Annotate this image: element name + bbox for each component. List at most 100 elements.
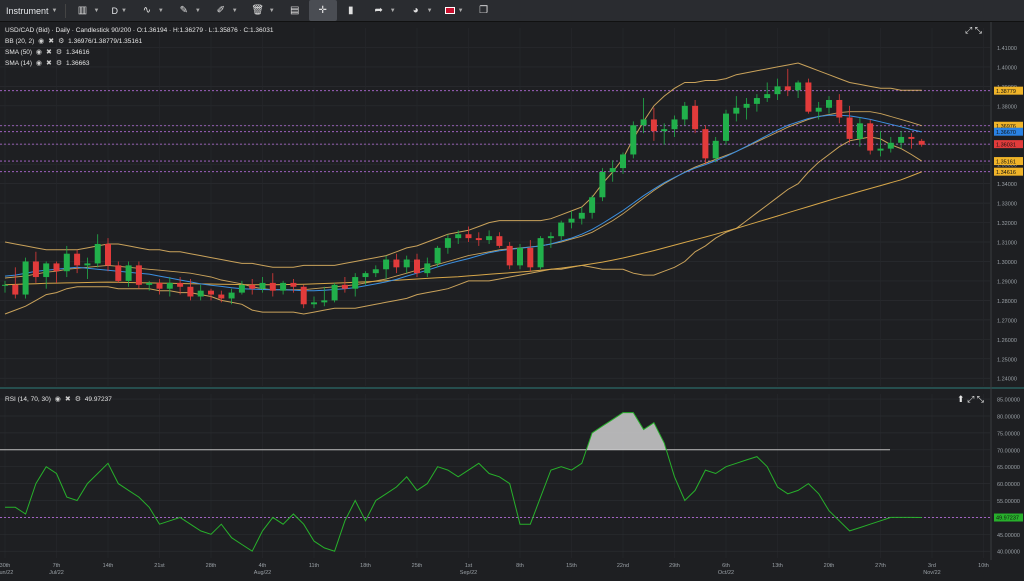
price-tick-label: 1.25000 — [997, 357, 1017, 363]
rsi-line — [5, 412, 922, 552]
chevron-down-icon: ▼ — [157, 7, 164, 14]
axis-layer: 1.410001.400001.390001.380001.370001.360… — [0, 46, 1023, 576]
candle-body — [63, 253, 70, 272]
x-tick-label: 20th — [824, 563, 835, 569]
candle-body — [506, 245, 513, 266]
candle-body — [393, 259, 400, 268]
candle-body — [681, 105, 688, 120]
candle-body — [208, 290, 214, 295]
expand-icon[interactable]: ⤢ — [967, 394, 975, 404]
candle-body — [403, 259, 410, 268]
candle-body — [671, 119, 678, 130]
x-month-label: Sep/22 — [460, 570, 477, 576]
candle-body — [784, 86, 791, 91]
candle-body — [867, 123, 874, 151]
price-tick-label: 1.31000 — [997, 241, 1017, 247]
x-tick-label: 1st — [465, 563, 473, 569]
chevron-down-icon: ▼ — [457, 7, 464, 14]
candle-body — [826, 99, 832, 108]
price-panel — [0, 62, 990, 315]
collapse-icon[interactable]: ⤡ — [976, 394, 984, 404]
crosshair-button[interactable]: ✛ — [308, 0, 337, 21]
volume-button[interactable]: ▮ — [337, 0, 365, 21]
rsi-tick-label: 55.00000 — [997, 499, 1020, 505]
candle-body — [805, 82, 812, 112]
theme-menu[interactable]: ◕ ▼ — [402, 0, 439, 21]
candle-body — [537, 238, 544, 268]
instrument-menu[interactable]: Instrument ▼ — [0, 0, 63, 21]
candle-body — [187, 286, 194, 297]
price-tag-label: 1.36976 — [996, 124, 1016, 130]
x-tick-label: 4th — [259, 563, 267, 569]
x-tick-label: 10th — [978, 563, 989, 569]
chart-svg[interactable]: 1.410001.400001.390001.380001.370001.360… — [0, 22, 1024, 576]
eye-icon[interactable]: ◉ — [35, 49, 43, 56]
close-icon[interactable]: ✖ — [46, 49, 52, 56]
candle-body — [856, 123, 863, 139]
gear-icon[interactable]: ⚙ — [74, 396, 81, 403]
layout-button[interactable]: ▤ — [281, 0, 309, 21]
candle-body — [898, 136, 905, 143]
close-icon[interactable]: ✖ — [46, 60, 52, 67]
candle-body — [300, 286, 307, 305]
close-icon[interactable]: ✖ — [48, 38, 55, 45]
candle-body — [290, 282, 297, 287]
drawing-tools-menu[interactable]: ✎ ▼ — [170, 0, 207, 21]
candle-body — [558, 222, 565, 237]
expand-icon[interactable]: ⤢ — [965, 25, 973, 35]
candle-body — [22, 261, 29, 295]
timeframe-menu[interactable]: D ▼ — [105, 0, 132, 21]
candle-body — [259, 282, 266, 289]
price-legend: USD/CAD (Bid) · Daily · Candlestick 90/2… — [5, 25, 273, 69]
candle-body — [362, 273, 369, 278]
collapse-icon[interactable]: ⤡ — [974, 25, 982, 35]
sma14-line — [4, 114, 922, 292]
shapes-menu[interactable]: ✐ ▼ — [207, 0, 244, 21]
x-tick-label: 29th — [669, 563, 680, 569]
uk-flag-icon — [444, 7, 455, 14]
rsi-title: RSI (14, 70, 30) — [5, 396, 51, 403]
candle-body — [372, 269, 379, 274]
candle-body — [352, 277, 359, 289]
arrow-up-icon[interactable]: ⬆ — [957, 394, 965, 404]
eye-icon[interactable]: ◉ — [38, 38, 45, 45]
price-tag-label: 1.35161 — [996, 159, 1016, 165]
candle-body — [228, 292, 235, 299]
candle-body — [32, 261, 39, 278]
eye-icon[interactable]: ◉ — [54, 396, 61, 403]
price-tag — [994, 127, 1023, 136]
candle-body — [94, 243, 101, 264]
chart-area[interactable]: 1.410001.400001.390001.380001.370001.360… — [0, 22, 1024, 576]
brush-icon: ✐ — [216, 5, 225, 16]
share-menu[interactable]: ➦ ▼ — [365, 0, 402, 21]
gear-icon[interactable]: ⚙ — [55, 60, 63, 67]
x-tick-label: 28th — [206, 563, 217, 569]
rsi-overbought-fill — [586, 412, 667, 450]
x-tick-label: 18th — [360, 563, 371, 569]
language-menu[interactable]: ▼ — [439, 0, 470, 21]
chevron-down-icon: ▼ — [231, 7, 238, 14]
gear-icon[interactable]: ⚙ — [58, 38, 65, 45]
candle-body — [434, 247, 441, 264]
indicator-name: SMA (50) — [5, 49, 33, 56]
price-tag — [994, 86, 1023, 95]
top-toolbar: Instrument ▼ ▥ ▼ D ▼ ∿ ▼ ✎ ▼ ✐ ▼ 🗑 ▼ ▤ ✛… — [0, 0, 1024, 22]
candle-body — [146, 282, 153, 285]
candlestick-icon: ▥ — [77, 5, 88, 16]
pencil-icon: ✎ — [179, 5, 189, 16]
candle-body — [877, 148, 884, 151]
eye-icon[interactable]: ◉ — [35, 60, 43, 67]
chart-type-menu[interactable]: ▥ ▼ — [68, 0, 105, 21]
delete-menu[interactable]: 🗑 ▼ — [244, 0, 281, 21]
indicators-menu[interactable]: ∿ ▼ — [133, 0, 170, 21]
chevron-down-icon: ▼ — [268, 7, 275, 14]
close-icon[interactable]: ✖ — [64, 396, 71, 403]
x-tick-label: 22nd — [617, 563, 629, 569]
x-month-label: Nov/22 — [923, 570, 940, 576]
candle-body — [475, 238, 482, 241]
candle-body — [723, 113, 729, 141]
candle-body — [486, 236, 493, 241]
chevron-down-icon: ▼ — [120, 7, 127, 14]
popout-button[interactable]: ❐ — [470, 0, 498, 21]
gear-icon[interactable]: ⚙ — [55, 49, 63, 56]
